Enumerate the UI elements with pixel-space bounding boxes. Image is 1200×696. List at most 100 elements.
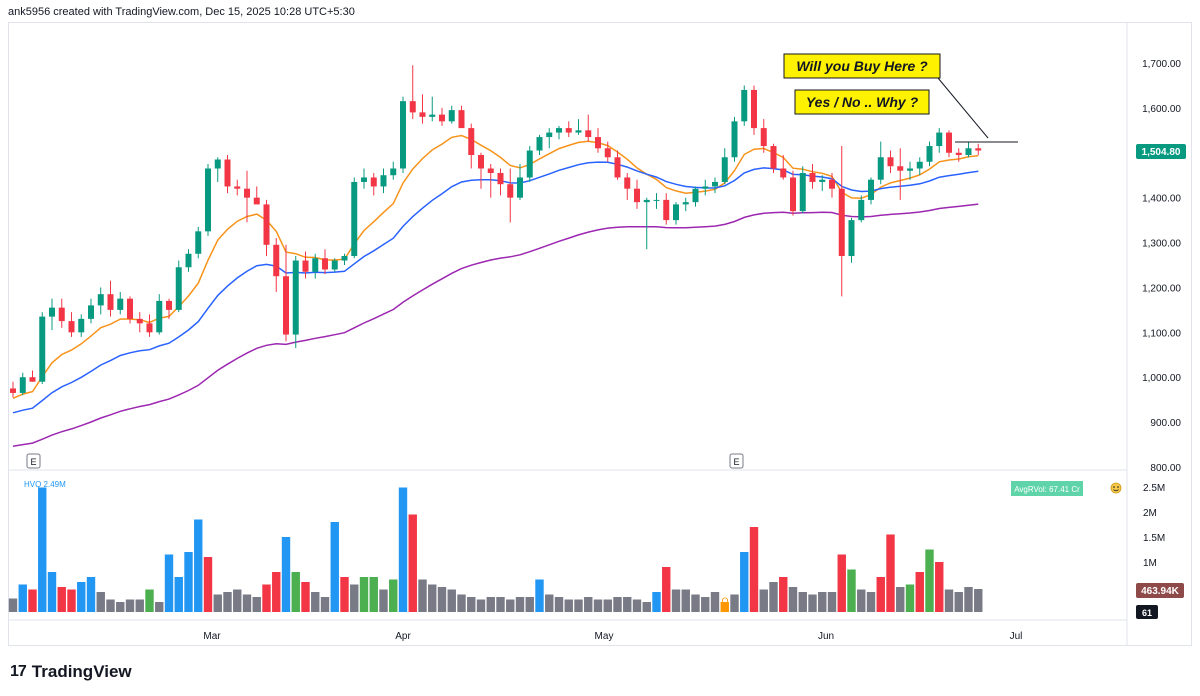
ema-21-line <box>12 161 979 414</box>
volume-bar <box>106 599 115 612</box>
volume-bar <box>925 549 934 612</box>
callout-box-2[interactable]: Yes / No .. Why ? <box>794 89 930 115</box>
candle-body <box>429 114 436 117</box>
volume-bar <box>369 577 378 612</box>
volume-tick-label: 1.5M <box>1143 533 1165 544</box>
smiley-icon[interactable] <box>1110 482 1122 494</box>
candle-body <box>205 168 211 232</box>
candle-body <box>614 157 621 178</box>
volume-bar <box>515 597 525 612</box>
candle-body <box>78 318 85 333</box>
candle-body <box>507 184 514 198</box>
candle-body <box>478 155 484 169</box>
volume-bar <box>47 572 57 612</box>
volume-bar <box>632 599 642 612</box>
candle-body <box>351 181 358 257</box>
volume-bar <box>57 587 66 612</box>
candle-body <box>721 157 728 182</box>
volume-bar <box>593 599 603 612</box>
candle-body <box>253 197 260 205</box>
candle-body <box>273 244 280 277</box>
candle-body <box>936 132 943 147</box>
candle-body <box>302 260 309 272</box>
price-tick-label: 1,200.00 <box>1142 283 1181 294</box>
candle-body <box>380 175 387 187</box>
volume-bar <box>272 572 281 612</box>
chart-frame <box>8 22 1192 646</box>
price-tick-label: 900.00 <box>1150 418 1181 429</box>
candle-body <box>848 220 855 257</box>
volume-bar <box>525 597 534 612</box>
volume-bar <box>486 597 495 612</box>
volume-bar <box>944 589 954 612</box>
time-tick-label: May <box>595 631 614 642</box>
candle-body <box>88 305 94 319</box>
ema-9-line <box>12 134 979 399</box>
avg-rvol-badge: AvgRVol: 67.41 Cr <box>1011 481 1083 496</box>
earnings-marker-1[interactable]: E <box>26 453 41 469</box>
volume-bar <box>876 577 885 612</box>
volume-bar <box>964 587 973 612</box>
volume-bar <box>96 592 105 612</box>
volume-bar <box>808 594 817 612</box>
volume-bar <box>164 554 174 612</box>
candle-body <box>107 294 114 310</box>
candle-body <box>419 112 426 117</box>
candle-body <box>790 177 796 212</box>
candle-body <box>58 307 65 322</box>
volume-bar <box>974 589 983 612</box>
time-tick-label: Apr <box>395 631 411 642</box>
volume-bar <box>428 584 437 612</box>
time-tick-label: Mar <box>203 631 221 642</box>
earnings-marker-2[interactable]: E <box>729 453 744 469</box>
candle-body <box>643 199 650 203</box>
volume-bar <box>301 582 310 612</box>
candle-body <box>370 177 377 187</box>
candle-body <box>49 307 55 317</box>
candle-body <box>448 110 455 122</box>
volume-bar <box>252 597 261 612</box>
volume-bar <box>662 567 671 612</box>
volume-bar <box>28 589 37 612</box>
volume-bar <box>125 599 135 612</box>
candle-body <box>263 204 270 245</box>
price-tick-label: 1,100.00 <box>1142 328 1181 339</box>
candle-body <box>546 132 553 138</box>
volume-bar <box>281 537 291 612</box>
candle-body <box>955 152 962 156</box>
volume-bar <box>457 594 466 612</box>
candle-body <box>292 260 299 335</box>
volume-bar <box>203 557 213 612</box>
candle-body <box>575 130 582 133</box>
svg-text:E: E <box>30 457 36 467</box>
candle-body <box>838 188 845 257</box>
volume-bar <box>8 598 18 612</box>
candle-body <box>702 186 709 189</box>
volume-bar <box>740 552 749 612</box>
candle-body <box>595 137 601 149</box>
candle-body <box>673 204 679 221</box>
price-tick-label: 1,600.00 <box>1142 104 1181 115</box>
callout-box-1[interactable]: Will you Buy Here ? <box>783 53 941 79</box>
candle-body <box>175 267 182 310</box>
candle-body <box>390 168 397 176</box>
candle-body <box>214 159 221 169</box>
volume-bar <box>671 589 681 612</box>
candle-body <box>780 168 787 178</box>
volume-bar <box>574 599 583 612</box>
volume-tick-label: 1M <box>1143 558 1157 569</box>
tradingview-logo[interactable]: 17 TradingView <box>10 662 132 682</box>
svg-text:Will you Buy Here ?: Will you Buy Here ? <box>796 58 928 74</box>
candle-body <box>809 172 816 182</box>
volume-bar <box>320 597 330 612</box>
volume-bar <box>613 597 622 612</box>
volume-bar <box>720 602 729 612</box>
volume-bar <box>77 582 86 612</box>
volume-bar <box>896 587 905 612</box>
hvq-label: HVQ 2.49M <box>24 480 66 489</box>
volume-bar <box>779 577 788 612</box>
volume-bar <box>233 589 242 612</box>
candle-body <box>897 166 904 171</box>
ema-lines <box>12 134 979 447</box>
